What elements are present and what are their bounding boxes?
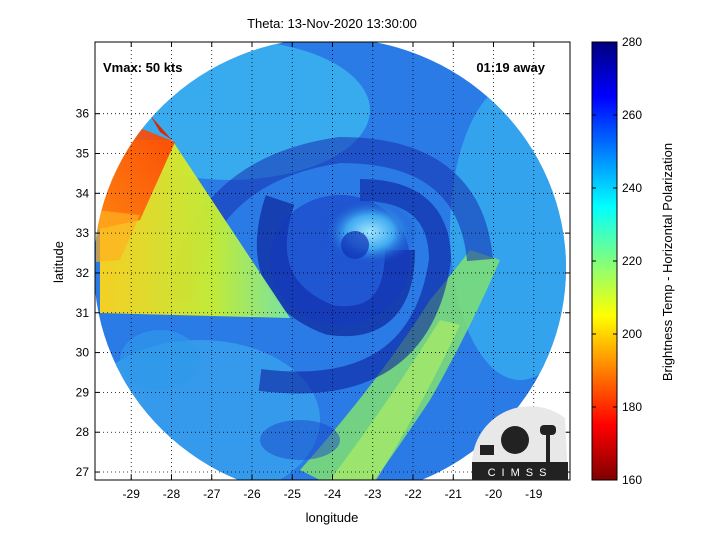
colorbar-tick-label-1: 180	[622, 400, 642, 414]
colorbar-tick-label-6: 280	[622, 35, 642, 49]
y-tick-label-0: 27	[76, 465, 90, 479]
y-tick-label-3: 30	[76, 346, 90, 360]
axes-frame	[94, 41, 571, 481]
x-tick-label-9: -20	[485, 487, 503, 501]
colorbar-tick-label-0: 160	[622, 473, 642, 487]
y-tick-label-6: 33	[76, 226, 90, 240]
colorbar-tick-label-3: 220	[622, 254, 642, 268]
x-tick-label-3: -26	[243, 487, 261, 501]
colorbar-label: Brightness Temp - Horizontal Polarizatio…	[660, 143, 675, 381]
y-tick-label-1: 28	[76, 425, 90, 439]
y-tick-label-8: 35	[76, 146, 90, 160]
y-tick-label-5: 32	[76, 266, 90, 280]
x-axis-ticks: -29 -28 -27 -26 -25 -24 -23 -22 -21 -20 -19	[123, 42, 543, 501]
vmax-annotation: Vmax: 50 kts	[103, 60, 183, 75]
colorbar-ticks: 160 180 200 220 240 260 280	[592, 35, 642, 487]
colorbar-tick-label-2: 200	[622, 327, 642, 341]
y-tick-label-2: 29	[76, 385, 90, 399]
y-axis-ticks: 27 28 29 30 31 32 33 34 35 36	[76, 107, 570, 479]
x-tick-label-7: -22	[404, 487, 422, 501]
colorbar: 160 180 200 220 240 260 280 Brightness Temp - …	[591, 35, 675, 487]
x-tick-label-10: -19	[525, 487, 543, 501]
y-tick-label-7: 34	[76, 186, 90, 200]
swath-image	[95, 42, 566, 480]
x-axis-label: longitude	[306, 510, 359, 525]
cimss-logo-text: CIMSS	[488, 467, 553, 479]
x-tick-label-4: -25	[284, 487, 302, 501]
x-tick-label-8: -21	[445, 487, 463, 501]
chart-title: Theta: 13-Nov-2020 13:30:00	[247, 16, 417, 31]
y-axis-label: latitude	[51, 241, 66, 283]
colorbar-gradient	[591, 41, 618, 481]
time-away-annotation: 01:19 away	[476, 60, 545, 75]
colorbar-tick-label-4: 240	[622, 181, 642, 195]
x-tick-label-1: -28	[163, 487, 181, 501]
cimss-logo: CIMSS	[472, 406, 568, 480]
x-tick-label-5: -24	[324, 487, 342, 501]
x-tick-label-2: -27	[203, 487, 221, 501]
x-tick-label-6: -23	[364, 487, 382, 501]
colorbar-tick-label-5: 260	[622, 108, 642, 122]
y-tick-label-4: 31	[76, 306, 90, 320]
y-tick-label-9: 36	[76, 107, 90, 121]
x-tick-label-0: -29	[123, 487, 141, 501]
